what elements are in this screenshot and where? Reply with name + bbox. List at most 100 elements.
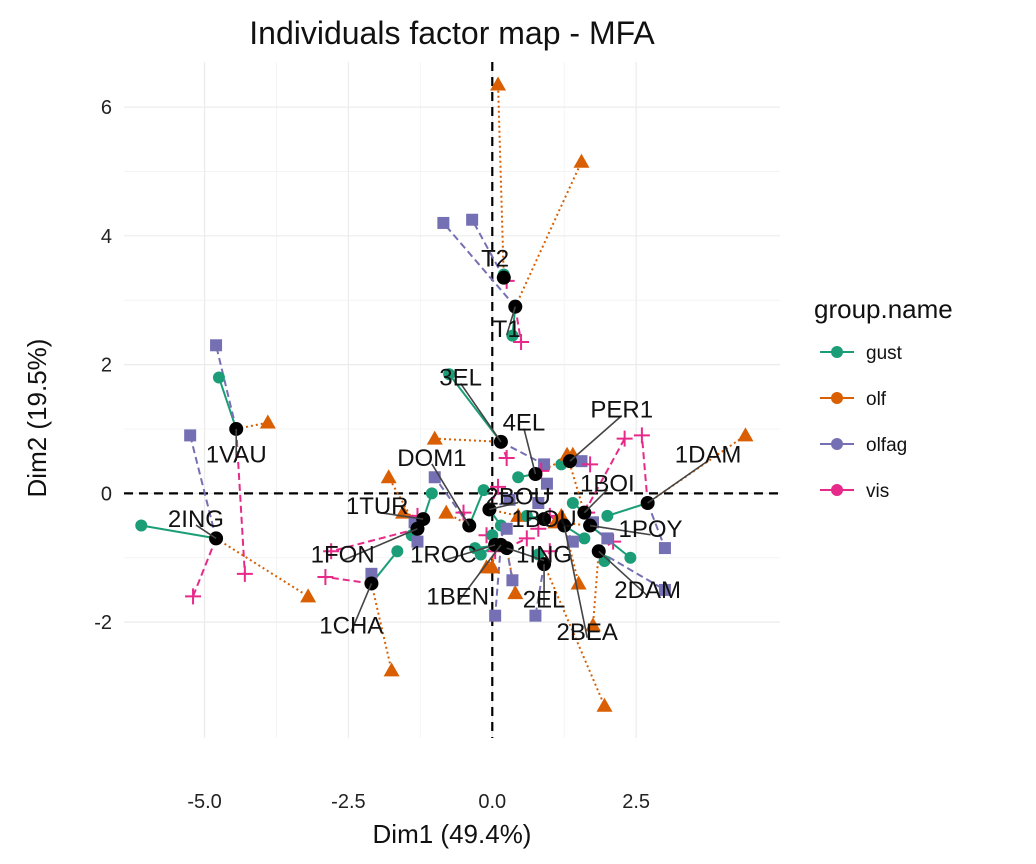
partial-point-gust	[601, 509, 614, 522]
partial-point-olfag	[489, 609, 502, 622]
partial-point-gust	[512, 471, 525, 484]
partial-point-olf	[570, 575, 587, 590]
label-leader-line	[431, 463, 470, 526]
individual-label: PER1	[590, 397, 653, 424]
x-tick-label: 2.5	[622, 791, 650, 813]
partial-point-olfag	[529, 609, 542, 622]
partial-point-olf	[438, 504, 455, 519]
partial-point-olfag	[184, 429, 197, 442]
y-tick-label: 4	[101, 226, 112, 248]
legend-label-olfag: olfag	[866, 435, 907, 456]
partial-point-olfag	[538, 458, 551, 471]
partial-segment-olfag	[471, 219, 505, 279]
partial-point-gust	[443, 368, 456, 381]
partial-point-olfag	[500, 522, 513, 535]
label-leader-line	[569, 415, 623, 462]
individual-label: 1BOI	[580, 471, 635, 498]
partial-point-vis	[513, 334, 530, 351]
partial-point-gust	[477, 484, 490, 497]
axis-ticks: -5.0 -2.5 0.0 2.5 -2 0 2 4 6	[94, 97, 650, 813]
partial-segment-gust	[141, 524, 217, 540]
partial-segment-olfag	[215, 345, 238, 430]
label-leader-line	[505, 306, 517, 336]
individual-label: 1FON	[311, 542, 375, 569]
y-tick-label: 2	[101, 355, 112, 377]
partial-point-gust	[425, 487, 438, 500]
partial-point-gust	[566, 497, 579, 510]
partial-point-gust	[212, 371, 225, 384]
partial-segment-olf	[591, 551, 600, 626]
partial-point-olf	[596, 697, 613, 712]
individual-label: 1BEN	[426, 583, 489, 610]
partial-segment-olf	[491, 544, 497, 568]
x-tick-label: 0.0	[478, 791, 506, 813]
partial-point-vis	[541, 543, 558, 560]
partial-point-olfag	[540, 477, 553, 490]
partial-point-olfag	[503, 493, 516, 506]
partial-point-vis	[323, 543, 340, 560]
partial-point-vis	[455, 504, 472, 521]
individual-label: 1ING	[516, 542, 572, 569]
partial-segment-olf	[514, 161, 583, 308]
label-leader-line	[377, 511, 424, 520]
partial-point-olfag	[428, 471, 441, 484]
partial-point-vis	[633, 427, 650, 444]
partial-point-olf	[737, 427, 754, 442]
partial-segment-olf	[215, 537, 309, 598]
y-tick-label: 0	[101, 483, 112, 505]
partial-point-vis	[185, 588, 202, 605]
partial-point-olf	[584, 617, 601, 632]
partial-segment-vis	[235, 428, 246, 574]
legend-label-olf: olf	[866, 389, 887, 410]
partial-point-olfag	[566, 535, 579, 548]
partial-point-vis	[616, 430, 633, 447]
partial-point-olf	[300, 588, 317, 603]
legend-key-dot	[831, 346, 843, 358]
partial-point-olfag	[411, 535, 424, 548]
legend-key-dot	[831, 484, 843, 496]
label-leader-line	[647, 460, 709, 504]
partial-point-olf	[490, 76, 507, 91]
individual-label: DOM1	[397, 445, 466, 472]
partial-point-gust	[391, 545, 404, 558]
individual-label: 1CHA	[319, 612, 383, 639]
partial-point-olfag	[365, 567, 378, 580]
y-tick-label: -2	[94, 612, 112, 634]
x-tick-label: -5.0	[187, 791, 221, 813]
legend-title: group.name	[814, 294, 953, 324]
partial-segment-vis	[583, 438, 626, 514]
legend-key-dot	[831, 438, 843, 450]
chart-title: Individuals factor map - MFA	[249, 15, 655, 51]
partial-segment-olf	[434, 437, 501, 443]
label-leader-line	[195, 524, 217, 540]
legend-label-gust: gust	[866, 343, 903, 364]
partial-segment-olfag	[494, 544, 502, 616]
partial-point-gust	[598, 554, 611, 567]
partial-segment-vis	[330, 527, 418, 553]
individual-label: T2	[481, 245, 509, 272]
individual-label: 1BOU	[511, 506, 576, 533]
partial-point-olfag	[506, 574, 519, 587]
partial-point-olf	[259, 414, 276, 429]
individual-label: 4EL	[503, 410, 546, 437]
partial-point-vis	[498, 449, 515, 466]
partial-point-gust	[578, 532, 591, 545]
partial-point-olfag	[437, 216, 450, 229]
individual-center-point	[537, 512, 552, 527]
label-leader-line	[598, 550, 649, 597]
y-tick-label: 6	[101, 97, 112, 119]
partial-segment-olfag	[189, 435, 218, 539]
partial-segment-vis	[325, 576, 372, 585]
partial-segment-olfag	[500, 440, 545, 466]
label-leader-line	[589, 524, 651, 536]
partial-point-vis	[582, 456, 599, 473]
grid-lines	[124, 62, 780, 738]
label-leader-line	[489, 501, 519, 511]
partial-point-olfag	[601, 532, 614, 545]
partial-segment-olfag	[433, 476, 471, 527]
individual-label: 1VAU	[206, 442, 267, 469]
partial-point-gust	[520, 509, 533, 522]
individual-label: 3EL	[439, 364, 482, 391]
partial-point-olfag	[658, 542, 671, 555]
